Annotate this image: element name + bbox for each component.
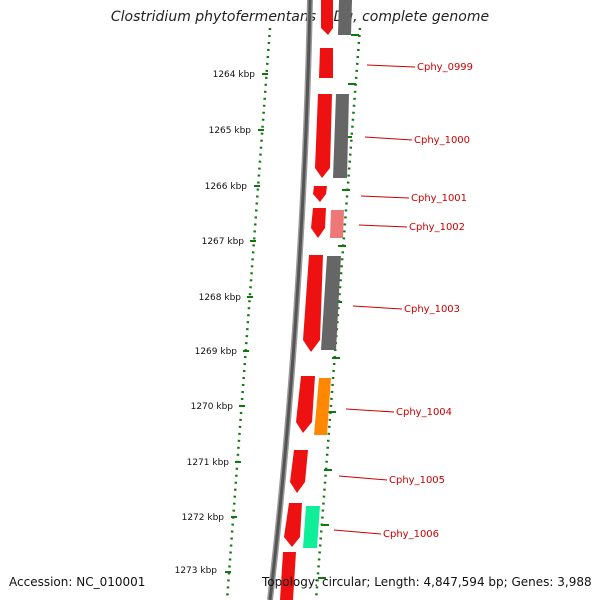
genome-summary: Topology: circular; Length: 4,847,594 bp… — [262, 575, 592, 589]
scale-label: 1271 kbp — [187, 458, 230, 468]
gene-labels: Cphy_0999 Cphy_1000 Cphy_1001 Cphy_1002 … — [383, 62, 473, 540]
cds-block — [280, 552, 296, 600]
scale-label: 1272 kbp — [182, 513, 225, 523]
scale-label: 1269 kbp — [195, 347, 238, 357]
cds-block — [314, 378, 331, 435]
cds-arrow — [321, 0, 333, 35]
cds-arrow — [311, 208, 326, 238]
scale-label: 1267 kbp — [202, 237, 245, 247]
scale-label: 1273 kbp — [175, 566, 218, 576]
cds-arrow — [315, 94, 332, 178]
cds-block — [330, 210, 344, 238]
inner-ring-ticks — [318, 34, 359, 579]
label-leaders — [333, 64, 416, 535]
cds-arrow — [303, 255, 323, 352]
cds-block — [338, 0, 352, 35]
gene-label-cphy-1004[interactable]: Cphy_1004 — [396, 407, 452, 418]
cds-arrow — [296, 376, 315, 433]
reverse-cds-track — [303, 0, 352, 548]
scale-label: 1265 kbp — [209, 126, 252, 136]
forward-cds-track — [280, 0, 333, 600]
gene-label-cphy-1000[interactable]: Cphy_1000 — [414, 135, 470, 146]
scale-labels: 1264 kbp 1265 kbp 1266 kbp 1267 kbp 1268… — [175, 70, 256, 576]
accession-text: Accession: NC_010001 — [9, 575, 146, 589]
cds-block — [303, 506, 320, 548]
leader-line — [352, 305, 403, 310]
gene-label-cphy-0999[interactable]: Cphy_0999 — [417, 62, 473, 73]
leader-line — [358, 224, 408, 228]
leader-line — [338, 475, 388, 481]
leader-line — [360, 195, 410, 199]
scale-label: 1268 kbp — [199, 293, 242, 303]
gene-label-cphy-1003[interactable]: Cphy_1003 — [404, 304, 460, 315]
cds-arrow — [290, 450, 308, 493]
scale-label: 1266 kbp — [205, 182, 248, 192]
gene-label-cphy-1005[interactable]: Cphy_1005 — [389, 475, 445, 486]
map-title: Clostridium phytofermentans ISDg, comple… — [110, 9, 490, 25]
scale-ring-dotted — [225, 27, 272, 600]
leader-line — [364, 136, 413, 141]
leader-line — [366, 64, 416, 68]
cds-block — [321, 256, 341, 350]
scale-label: 1270 kbp — [191, 402, 234, 412]
scale-label: 1264 kbp — [213, 70, 256, 80]
leader-line — [345, 408, 395, 413]
cds-arrow — [313, 186, 327, 202]
cds-block — [319, 48, 333, 78]
gene-label-cphy-1001[interactable]: Cphy_1001 — [411, 193, 467, 204]
leader-line — [333, 529, 382, 535]
gene-label-cphy-1002[interactable]: Cphy_1002 — [409, 222, 465, 233]
gene-label-cphy-1006[interactable]: Cphy_1006 — [383, 529, 439, 540]
cds-arrow — [284, 503, 302, 547]
cds-block — [333, 94, 349, 178]
scale-ticks — [225, 73, 268, 573]
backbone-line — [268, 0, 312, 600]
